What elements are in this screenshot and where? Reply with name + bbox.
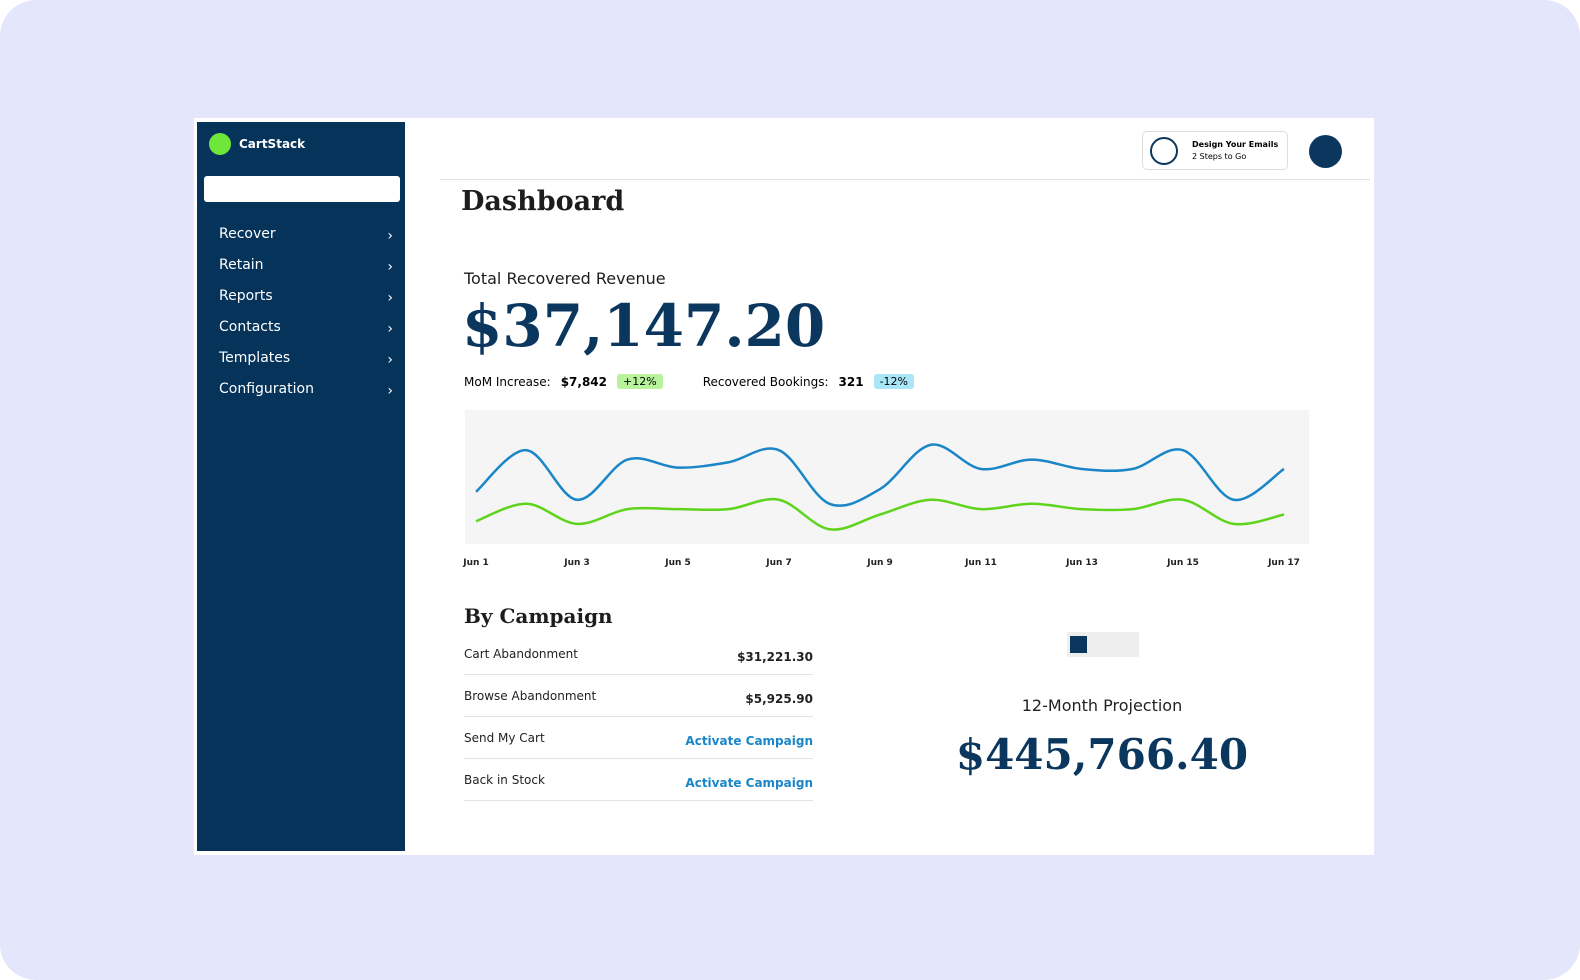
stat-label: Recovered Bookings: <box>702 374 829 389</box>
search[interactable] <box>204 176 400 202</box>
onboarding-title: Design Your Emails <box>1192 140 1279 149</box>
toggle-knob <box>1070 636 1087 653</box>
chevron: › <box>387 259 393 275</box>
toggle[interactable] <box>1067 632 1139 657</box>
campaign-value[interactable]: Activate Campaign <box>685 776 813 790</box>
sidebar: CartStack Recover › Retain › Reports › Contact… <box>197 122 405 851</box>
onboarding[interactable]: Design Your Emails 2 Steps to Go <box>1142 131 1288 170</box>
onboarding-subtitle: 2 Steps to Go <box>1192 152 1247 161</box>
stat-value: $7,842 <box>560 374 608 389</box>
campaign-name: Back in Stock <box>464 773 545 787</box>
x-tick-label: Jun 11 <box>964 558 997 568</box>
campaign-row: Back in Stock Activate Campaign <box>464 759 813 801</box>
campaign-value: $5,925.90 <box>745 692 813 706</box>
stat-label: MoM Increase: <box>464 374 551 389</box>
x-tick-label: Jun 13 <box>1065 558 1098 568</box>
revenue-amount: $37,147.20 <box>462 292 826 360</box>
nav-item[interactable]: Templates <box>219 350 291 366</box>
campaign-value[interactable]: Activate Campaign <box>685 734 813 748</box>
projection-label: 12-Month Projection <box>1021 696 1183 715</box>
chevron: › <box>387 383 393 399</box>
chevron: › <box>387 352 393 368</box>
nav-item[interactable]: Configuration <box>219 381 314 397</box>
nav-item[interactable]: Recover <box>219 226 276 242</box>
campaign-value: $31,221.30 <box>737 650 813 664</box>
campaign-name: Cart Abandonment <box>464 647 578 661</box>
campaign-row: Browse Abandonment $5,925.90 <box>464 675 813 717</box>
nav-item[interactable]: Contacts <box>219 319 281 335</box>
avatar[interactable] <box>1309 135 1342 168</box>
chevron: › <box>387 321 393 337</box>
stat-change: +12% <box>617 374 663 389</box>
revenue-label: Total Recovered Revenue <box>464 269 666 288</box>
campaign-name: Browse Abandonment <box>464 689 597 703</box>
x-tick-label: Jun 15 <box>1166 558 1199 568</box>
logo <box>209 133 231 155</box>
nav-item[interactable]: Reports <box>219 288 273 304</box>
x-tick-label: Jun 17 <box>1267 558 1300 568</box>
campaign-title: By Campaign <box>464 604 613 628</box>
x-tick-label: Jun 9 <box>866 558 893 568</box>
page-title: Dashboard <box>461 186 625 217</box>
brand: CartStack <box>239 137 306 151</box>
line-series <box>475 443 1285 507</box>
campaign-row: Send My Cart Activate Campaign <box>464 717 813 759</box>
plot-area <box>465 410 1309 544</box>
line-series <box>475 497 1285 531</box>
stats: MoM Increase: $7,842 +12% Recovered Book… <box>464 374 914 389</box>
progress-ring <box>1150 137 1178 165</box>
projection-amount: $445,766.40 <box>955 730 1249 779</box>
campaign-name: Send My Cart <box>464 731 545 745</box>
campaign-row: Cart Abandonment $31,221.30 <box>464 633 813 675</box>
stat-value: 321 <box>838 374 864 389</box>
chevron: › <box>387 290 393 306</box>
stat-change: -12% <box>873 374 914 389</box>
chevron: › <box>387 228 393 244</box>
x-tick-label: Jun 7 <box>765 558 792 568</box>
x-tick-label: Jun 5 <box>664 558 691 568</box>
nav-item[interactable]: Retain <box>219 257 264 273</box>
x-tick-label: Jun 1 <box>462 558 489 568</box>
x-tick-label: Jun 3 <box>563 558 590 568</box>
divider <box>440 179 1370 180</box>
chart: Jun 1 Jun 3 Jun 5 Jun 7 Jun 9 Jun 11 Jun 13 Jun… <box>462 410 1309 568</box>
